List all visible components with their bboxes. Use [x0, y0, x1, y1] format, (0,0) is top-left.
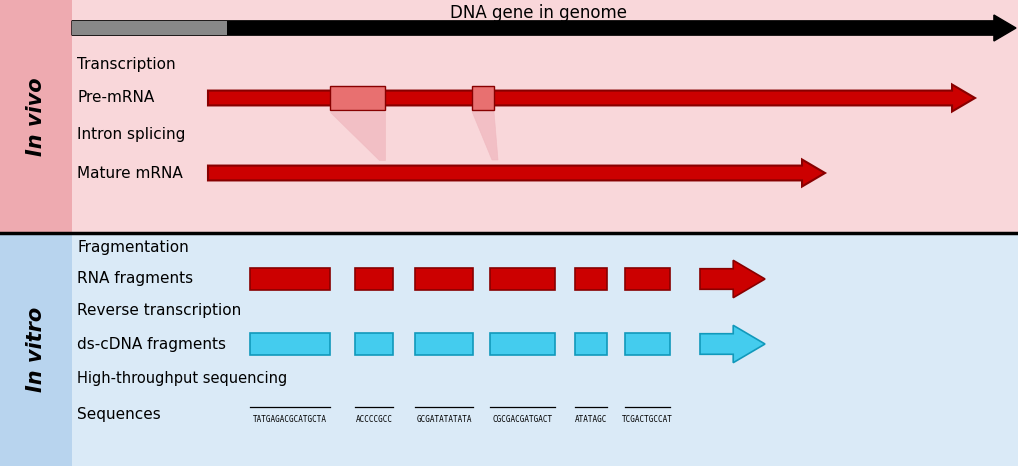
Text: Pre-mRNA: Pre-mRNA: [77, 90, 155, 105]
Text: High-throughput sequencing: High-throughput sequencing: [77, 370, 287, 385]
Bar: [330, 86, 385, 110]
Bar: [472, 86, 494, 110]
Text: Mature mRNA: Mature mRNA: [77, 165, 183, 180]
Polygon shape: [72, 15, 1016, 41]
Polygon shape: [700, 260, 765, 298]
Text: CGCGACGATGACT: CGCGACGATGACT: [493, 415, 553, 424]
Text: TCGACTGCCAT: TCGACTGCCAT: [622, 415, 673, 424]
Bar: [0, 0, 1018, 233]
Bar: [575, 268, 607, 290]
Text: ds-cDNA fragments: ds-cDNA fragments: [77, 336, 226, 351]
Bar: [625, 268, 670, 290]
Bar: [575, 333, 607, 355]
Text: Transcription: Transcription: [77, 56, 176, 71]
Text: Sequences: Sequences: [77, 406, 161, 422]
Text: Intron splicing: Intron splicing: [77, 126, 185, 142]
Text: ATATAGC: ATATAGC: [575, 415, 607, 424]
Polygon shape: [472, 111, 498, 160]
Text: TATGAGACGCATGCTA: TATGAGACGCATGCTA: [253, 415, 327, 424]
Bar: [490, 268, 555, 290]
Bar: [355, 333, 393, 355]
Bar: [415, 333, 473, 355]
Text: In vitro: In vitro: [26, 307, 46, 392]
Text: ACCCCGCC: ACCCCGCC: [355, 415, 393, 424]
Text: DNA gene in genome: DNA gene in genome: [451, 4, 627, 22]
Bar: [250, 333, 330, 355]
Bar: [490, 333, 555, 355]
Text: GCGATATATATA: GCGATATATATA: [416, 415, 471, 424]
Bar: [625, 333, 670, 355]
Text: Reverse transcription: Reverse transcription: [77, 303, 241, 318]
Text: RNA fragments: RNA fragments: [77, 272, 193, 287]
Bar: [250, 268, 330, 290]
Bar: [72, 21, 227, 35]
Bar: [0, 233, 1018, 466]
Bar: [0, 0, 72, 233]
Text: Fragmentation: Fragmentation: [77, 240, 188, 255]
Text: In vivo: In vivo: [26, 77, 46, 156]
Bar: [355, 268, 393, 290]
Bar: [0, 233, 72, 466]
Bar: [415, 268, 473, 290]
Polygon shape: [208, 84, 975, 111]
Polygon shape: [700, 325, 765, 363]
Polygon shape: [330, 111, 385, 160]
Polygon shape: [208, 159, 825, 186]
